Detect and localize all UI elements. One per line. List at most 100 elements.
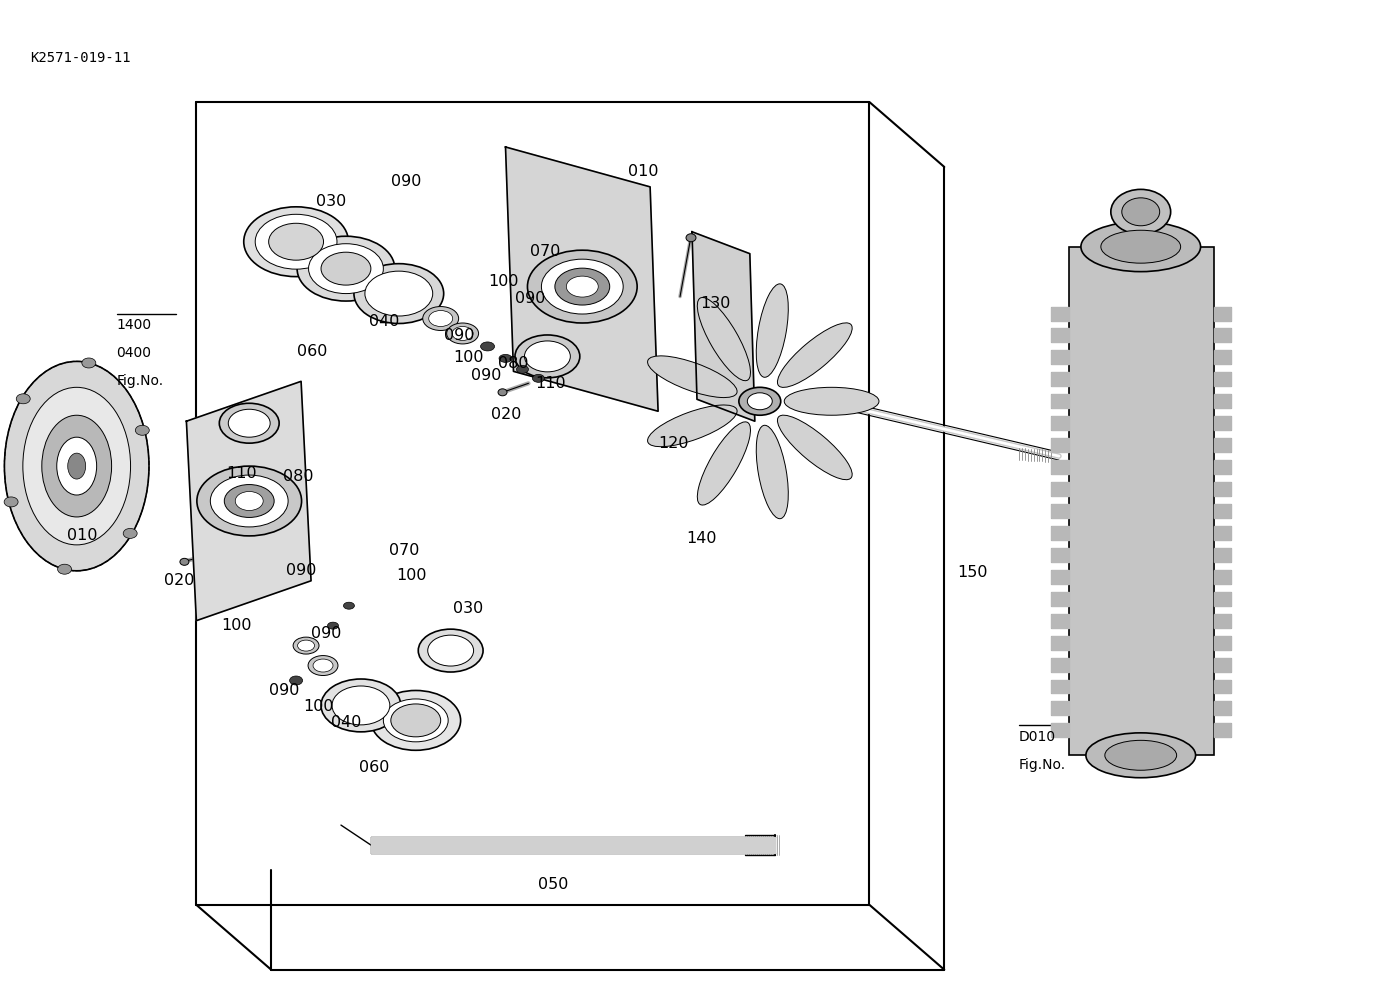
Polygon shape xyxy=(1214,372,1231,386)
Text: 090: 090 xyxy=(269,683,299,698)
Ellipse shape xyxy=(427,635,473,666)
Text: 090: 090 xyxy=(516,291,546,306)
Ellipse shape xyxy=(747,392,772,409)
Ellipse shape xyxy=(23,387,131,545)
Polygon shape xyxy=(1214,702,1231,716)
Ellipse shape xyxy=(480,342,495,351)
Ellipse shape xyxy=(290,676,302,685)
Polygon shape xyxy=(1051,570,1069,584)
Polygon shape xyxy=(1214,504,1231,518)
Polygon shape xyxy=(1214,614,1231,628)
Text: 130: 130 xyxy=(701,296,731,311)
Text: 090: 090 xyxy=(390,174,421,189)
Text: 050: 050 xyxy=(538,878,568,893)
Ellipse shape xyxy=(423,306,459,330)
Ellipse shape xyxy=(452,326,473,340)
Ellipse shape xyxy=(179,559,189,566)
Ellipse shape xyxy=(294,637,319,654)
Text: 080: 080 xyxy=(283,468,313,483)
Ellipse shape xyxy=(1111,189,1171,234)
Ellipse shape xyxy=(4,496,18,507)
Ellipse shape xyxy=(269,223,324,260)
Text: 090: 090 xyxy=(285,564,317,579)
Ellipse shape xyxy=(68,453,85,479)
Ellipse shape xyxy=(81,358,95,368)
Polygon shape xyxy=(1051,328,1069,342)
Ellipse shape xyxy=(698,421,750,506)
Text: 060: 060 xyxy=(359,760,389,775)
Text: D010: D010 xyxy=(1019,731,1056,745)
Polygon shape xyxy=(1051,350,1069,364)
Ellipse shape xyxy=(343,603,354,610)
Text: 070: 070 xyxy=(389,544,419,559)
Polygon shape xyxy=(1214,570,1231,584)
Text: 100: 100 xyxy=(488,274,519,289)
Ellipse shape xyxy=(498,388,507,395)
Polygon shape xyxy=(1214,592,1231,606)
Polygon shape xyxy=(1051,416,1069,430)
Text: 100: 100 xyxy=(396,569,426,584)
Polygon shape xyxy=(1051,504,1069,518)
Ellipse shape xyxy=(321,252,371,285)
Text: 090: 090 xyxy=(470,367,501,382)
Polygon shape xyxy=(1214,680,1231,694)
Text: 100: 100 xyxy=(303,699,334,714)
Ellipse shape xyxy=(1105,741,1176,770)
Text: 140: 140 xyxy=(685,532,717,547)
Ellipse shape xyxy=(123,529,137,539)
Polygon shape xyxy=(1051,592,1069,606)
Polygon shape xyxy=(1214,526,1231,540)
Ellipse shape xyxy=(354,263,444,323)
Ellipse shape xyxy=(685,234,696,241)
Ellipse shape xyxy=(236,491,263,511)
Ellipse shape xyxy=(567,276,598,297)
Ellipse shape xyxy=(1085,733,1196,778)
Text: K2571-019-11: K2571-019-11 xyxy=(30,51,131,65)
Ellipse shape xyxy=(371,691,461,751)
Ellipse shape xyxy=(383,699,448,742)
Ellipse shape xyxy=(313,659,332,672)
Bar xyxy=(1069,246,1214,756)
Ellipse shape xyxy=(327,623,338,630)
Text: 010: 010 xyxy=(66,529,98,544)
Ellipse shape xyxy=(17,393,30,403)
Polygon shape xyxy=(1051,438,1069,452)
Text: 040: 040 xyxy=(331,715,361,730)
Text: 030: 030 xyxy=(452,602,483,617)
Polygon shape xyxy=(1214,328,1231,342)
Polygon shape xyxy=(1214,394,1231,408)
Ellipse shape xyxy=(219,403,279,443)
Polygon shape xyxy=(1214,724,1231,738)
Ellipse shape xyxy=(390,704,441,737)
Text: Fig.No.: Fig.No. xyxy=(1019,759,1066,772)
Ellipse shape xyxy=(514,335,579,377)
Polygon shape xyxy=(1051,306,1069,320)
Ellipse shape xyxy=(756,425,789,519)
Polygon shape xyxy=(1051,614,1069,628)
Polygon shape xyxy=(1051,636,1069,650)
Ellipse shape xyxy=(739,387,781,415)
Ellipse shape xyxy=(532,374,545,382)
Text: 020: 020 xyxy=(491,406,521,421)
Polygon shape xyxy=(1051,548,1069,562)
Polygon shape xyxy=(1214,460,1231,474)
Text: 120: 120 xyxy=(658,435,688,450)
Ellipse shape xyxy=(225,484,274,518)
Polygon shape xyxy=(1051,680,1069,694)
Text: 080: 080 xyxy=(498,356,528,371)
Ellipse shape xyxy=(41,415,112,517)
Text: 1400: 1400 xyxy=(117,318,152,332)
Ellipse shape xyxy=(447,323,479,344)
Polygon shape xyxy=(1214,548,1231,562)
Ellipse shape xyxy=(648,405,738,446)
Ellipse shape xyxy=(756,284,789,377)
Polygon shape xyxy=(1051,702,1069,716)
Ellipse shape xyxy=(542,259,623,314)
Ellipse shape xyxy=(499,354,512,362)
Polygon shape xyxy=(1051,724,1069,738)
Ellipse shape xyxy=(332,686,390,725)
Text: 020: 020 xyxy=(164,574,194,589)
Text: 110: 110 xyxy=(535,375,565,390)
Polygon shape xyxy=(1051,482,1069,496)
Text: 030: 030 xyxy=(316,194,346,209)
